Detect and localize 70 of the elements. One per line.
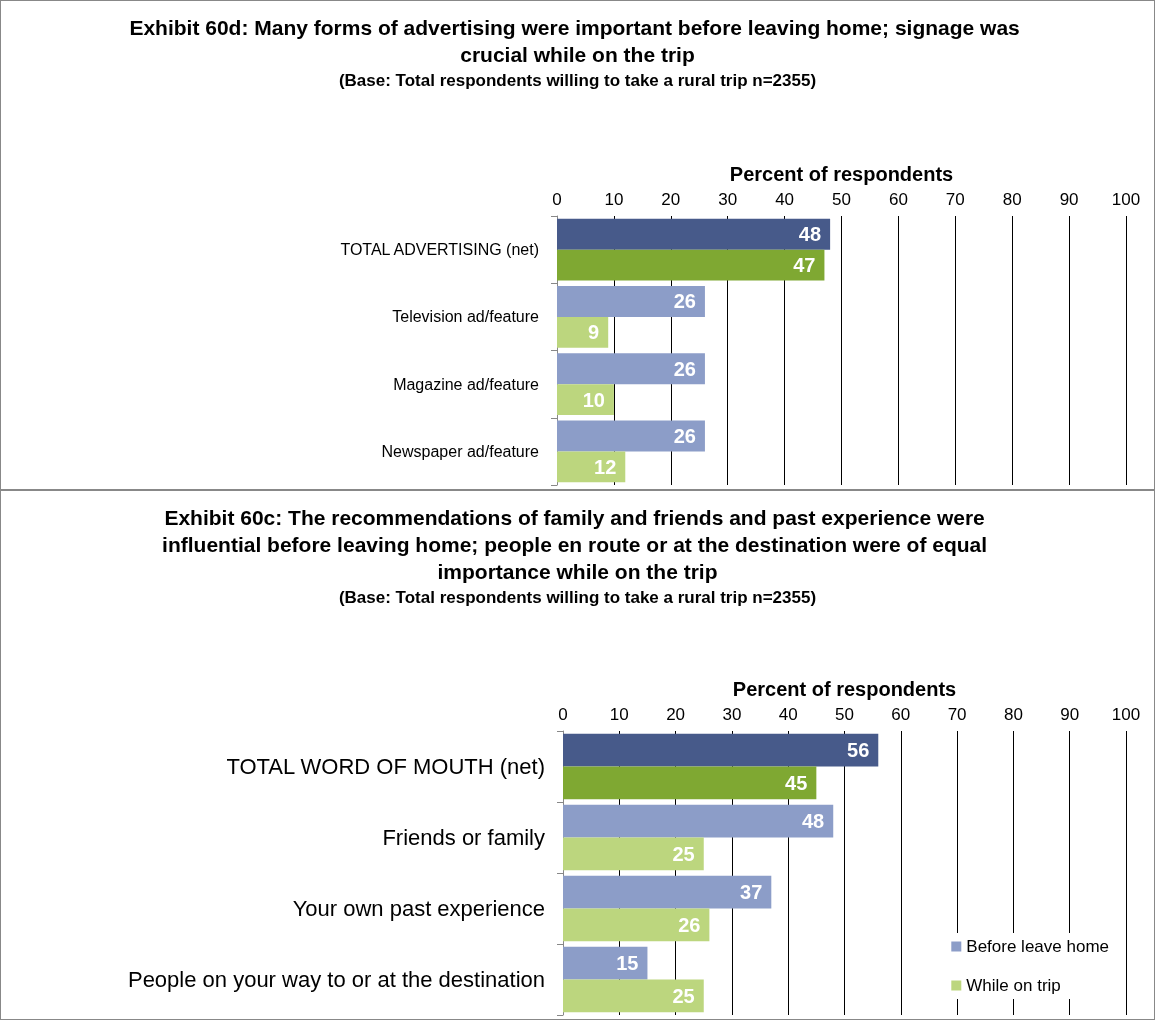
y-tick-label: TOTAL ADVERTISING (net) — [340, 241, 539, 259]
x-tick-label: 90 — [1060, 705, 1080, 724]
y-tick-label: Television ad/feature — [392, 308, 540, 326]
legend-label: Before leave home — [966, 937, 1109, 956]
x-tick-label: 70 — [945, 190, 965, 209]
data-label: 25 — [672, 984, 695, 1007]
x-axis-title: Percent of respondents — [729, 163, 954, 185]
bar — [557, 249, 825, 281]
x-tick-label: 100 — [1111, 190, 1141, 209]
x-tick-label: 50 — [835, 705, 854, 724]
data-label: 9 — [588, 321, 600, 344]
x-tick-label: 0 — [552, 190, 562, 209]
data-label: 26 — [673, 290, 696, 313]
y-tick-label: TOTAL WORD OF MOUTH (net) — [226, 754, 545, 779]
x-tick-label: 40 — [775, 190, 795, 209]
bar — [557, 285, 705, 317]
data-label: 10 — [582, 388, 605, 411]
chart-title: Exhibit 60d: Many forms of advertising were important before leaving home; signage was crucial while on the trip — [129, 16, 1026, 66]
x-tick-label: 100 — [1111, 705, 1141, 724]
y-tick-label: Your own past experience — [292, 896, 545, 921]
bar — [557, 384, 614, 416]
bar — [563, 908, 710, 942]
y-tick-label: Newspaper ad/feature — [381, 442, 540, 460]
x-tick-label: 50 — [832, 190, 851, 209]
x-tick-label: 40 — [778, 705, 798, 724]
x-tick-label: 0 — [558, 705, 568, 724]
x-tick-label: 20 — [661, 190, 681, 209]
bar — [563, 979, 704, 1013]
bar — [563, 875, 772, 909]
data-label: 47 — [793, 254, 816, 277]
data-label: 26 — [673, 424, 696, 447]
bar — [557, 353, 705, 385]
x-tick-label: 60 — [891, 705, 911, 724]
data-label: 25 — [672, 842, 695, 865]
data-label: 48 — [801, 810, 825, 833]
data-label: 45 — [785, 771, 808, 794]
x-tick-label: 80 — [1002, 190, 1022, 209]
data-label: 12 — [594, 455, 617, 478]
x-tick-label: 30 — [718, 190, 738, 209]
x-tick-label: 20 — [666, 705, 686, 724]
x-tick-label: 10 — [604, 190, 624, 209]
x-tick-label: 30 — [722, 705, 742, 724]
x-tick-label: 70 — [947, 705, 967, 724]
y-tick-label: Friends or family — [382, 825, 545, 850]
bar — [563, 733, 879, 767]
data-label: 48 — [798, 223, 822, 246]
data-label: 26 — [673, 357, 696, 380]
x-axis-title: Percent of respondents — [732, 678, 957, 700]
bar — [557, 316, 609, 348]
data-label: 15 — [616, 952, 639, 975]
data-label: 56 — [847, 739, 870, 762]
x-tick-label: 80 — [1003, 705, 1023, 724]
bar — [563, 837, 704, 871]
bar — [563, 804, 834, 838]
chart-subtitle: (Base: Total respondents willing to take a rural trip n=2355) — [338, 71, 817, 90]
bar — [557, 420, 705, 452]
data-label: 37 — [740, 881, 763, 904]
legend-label: While on trip — [966, 976, 1061, 995]
y-tick-label: Magazine ad/feature — [393, 375, 540, 393]
data-label: 26 — [678, 913, 701, 936]
bar — [557, 218, 831, 250]
bar — [563, 766, 817, 800]
bar — [557, 451, 626, 483]
bar — [563, 946, 648, 980]
chart-subtitle: (Base: Total respondents willing to take a rural trip n=2355) — [338, 588, 817, 607]
chart-title: Exhibit 60c: The recommendations of family and friends and past experience were influential before leaving home; people en route or at the destination were of equal importance while on the trip — [162, 506, 993, 583]
y-tick-label: People on your way to or at the destination — [127, 967, 545, 992]
x-tick-label: 10 — [609, 705, 629, 724]
x-tick-label: 60 — [888, 190, 908, 209]
x-tick-label: 90 — [1059, 190, 1079, 209]
